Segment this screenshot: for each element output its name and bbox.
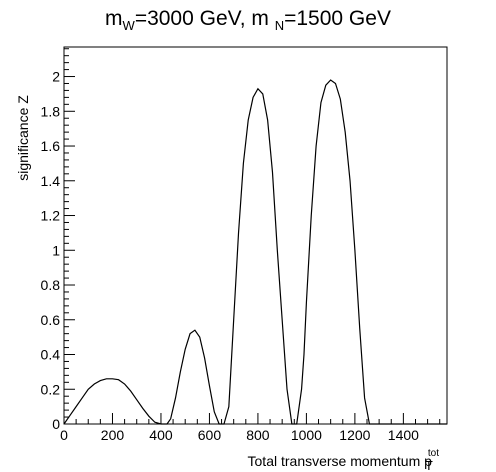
y-axis-title: significance Z [15,95,31,181]
x-tick-label: 1400 [388,427,419,443]
y-tick-labels: 0 0.2 0.4 0.6 0.8 1 1.2 1.4 1.6 1.8 2 [41,69,61,432]
y-tick-label: 0.8 [41,277,61,293]
x-axis-title-sup: tot [428,448,439,459]
title-part3-main: =1500 GeV [284,7,391,30]
x-tick-label: 1200 [339,427,370,443]
axis-ticks [63,48,441,425]
y-tick-label: 1 [52,242,60,258]
y-tick-label: 0.6 [41,312,61,328]
y-tick-label: 0.4 [41,347,61,363]
x-axis-title-sub: T [425,458,433,472]
title-part1-main: m [105,7,123,30]
x-axis-title-main: Total transverse momentum p [248,453,433,469]
plot-frame [63,46,448,425]
series-line [63,79,447,425]
x-tick-label: 200 [101,427,125,443]
title-part2-main: =3000 GeV, m [135,7,275,30]
title-part2-sub: N [275,18,284,33]
x-tick-label: 600 [198,427,222,443]
x-tick-labels: 0 200 400 600 800 1000 1200 1400 [60,427,419,443]
y-tick-label: 1.2 [41,208,61,224]
y-tick-label: 1.4 [41,173,61,189]
y-tick-label: 0.2 [41,381,61,397]
y-tick-label: 1.8 [41,103,61,119]
x-axis-title: Total transverse momentum pTtot [248,448,440,472]
y-tick-label: 1.6 [41,138,61,154]
x-tick-label: 800 [246,427,270,443]
x-tick-label: 1000 [291,427,322,443]
y-tick-label: 2 [52,69,60,85]
y-tick-label: 0 [52,416,60,432]
title-part1-sub: W [123,18,136,33]
x-tick-label: 400 [149,427,173,443]
chart-title: mW=3000 GeV, m N=1500 GeV [105,7,391,33]
x-tick-label: 0 [60,427,68,443]
